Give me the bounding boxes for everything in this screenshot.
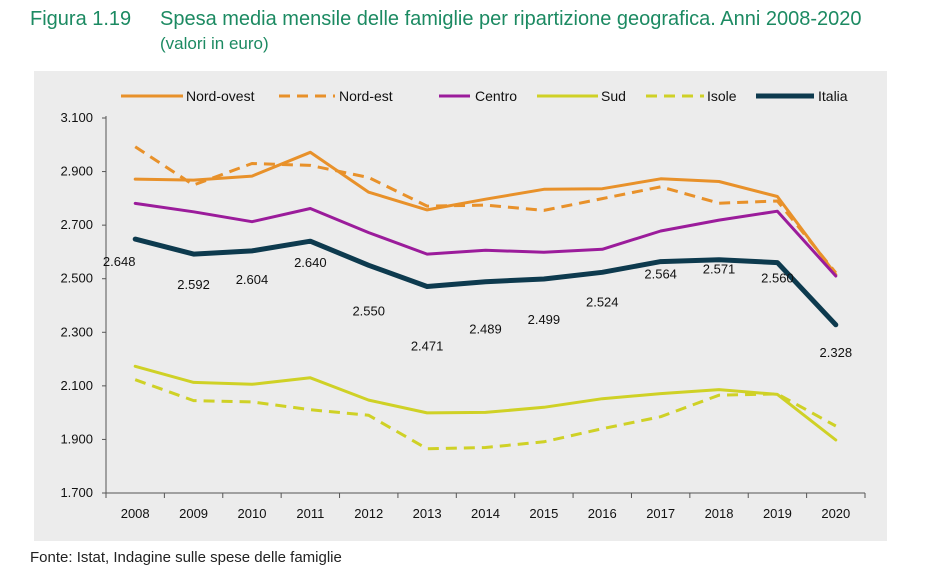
legend-label-nord-ovest: Nord-ovest bbox=[186, 88, 255, 104]
figure-title: Spesa media mensile delle famiglie per r… bbox=[160, 8, 862, 30]
data-label: 2.471 bbox=[411, 338, 444, 353]
legend-label-centro: Centro bbox=[475, 88, 517, 104]
series-line-centro bbox=[133, 201, 838, 278]
data-label: 2.524 bbox=[586, 294, 619, 309]
x-tick-label: 2017 bbox=[646, 506, 675, 521]
y-tick-label: 2.300 bbox=[60, 324, 93, 339]
x-tick-label: 2016 bbox=[588, 506, 617, 521]
x-tick-label: 2020 bbox=[821, 506, 850, 521]
figure-label: Figura 1.19 bbox=[30, 8, 132, 30]
x-tick-label: 2010 bbox=[238, 506, 267, 521]
y-tick-label: 1.900 bbox=[60, 431, 93, 446]
data-label: 2.592 bbox=[177, 277, 210, 292]
y-tick-label: 1.700 bbox=[60, 485, 93, 500]
data-label: 2.571 bbox=[703, 262, 736, 277]
y-tick-label: 2.700 bbox=[60, 217, 93, 232]
x-tick-label: 2013 bbox=[413, 506, 442, 521]
y-tick-label: 2.100 bbox=[60, 378, 93, 393]
x-tick-label: 2018 bbox=[705, 506, 734, 521]
series-line-isole bbox=[134, 378, 837, 451]
x-tick-label: 2015 bbox=[529, 506, 558, 521]
data-label: 2.640 bbox=[294, 255, 327, 270]
x-tick-label: 2011 bbox=[296, 506, 324, 521]
y-tick-label: 2.900 bbox=[60, 164, 93, 179]
legend-label-italia: Italia bbox=[818, 88, 848, 104]
legend-label-sud: Sud bbox=[601, 88, 626, 104]
data-label: 2.604 bbox=[236, 272, 269, 287]
series-line-sud bbox=[133, 364, 838, 442]
series-line-italia bbox=[132, 236, 839, 328]
data-label: 2.550 bbox=[352, 303, 385, 318]
data-label: 2.489 bbox=[469, 322, 502, 337]
line-chart: 1.700 1.900 2.100 2.300 2.500 2.700 2.900 3.100… bbox=[60, 88, 866, 521]
x-tick-label: 2014 bbox=[471, 506, 500, 521]
chart-panel: 1.700 1.900 2.100 2.300 2.500 2.700 2.900 3.100… bbox=[34, 71, 887, 541]
x-tick-label: 2019 bbox=[763, 506, 792, 521]
data-label: 2.499 bbox=[528, 312, 561, 327]
x-tick-label: 2009 bbox=[179, 506, 208, 521]
y-tick-label: 2.500 bbox=[60, 271, 93, 286]
x-tick-label: 2008 bbox=[121, 506, 150, 521]
data-label: 2.564 bbox=[644, 267, 677, 282]
y-tick-label: 3.100 bbox=[60, 110, 93, 125]
data-label: 2.648 bbox=[103, 254, 136, 269]
series-line-nord-est bbox=[134, 145, 837, 274]
legend-label-isole: Isole bbox=[707, 88, 737, 104]
legend-label-nord-est: Nord-est bbox=[339, 88, 393, 104]
data-label: 2.560 bbox=[761, 271, 794, 286]
figure-subtitle: (valori in euro) bbox=[160, 34, 269, 53]
series-line-nord-ovest bbox=[133, 150, 838, 277]
data-label: 2.328 bbox=[820, 345, 853, 360]
x-tick-label: 2012 bbox=[354, 506, 383, 521]
source-note: Fonte: Istat, Indagine sulle spese delle… bbox=[30, 549, 342, 566]
